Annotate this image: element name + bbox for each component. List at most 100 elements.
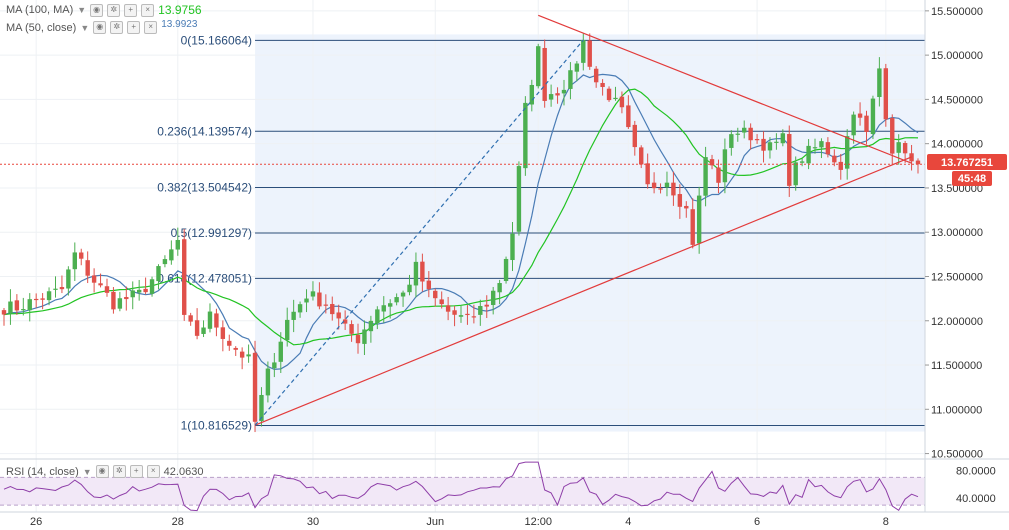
y-tick-label: 10.500000 xyxy=(931,449,983,461)
y-tick-label: 15.500000 xyxy=(931,6,983,18)
legend-ma100[interactable]: MA (100, MA) ▼ ◉ ✲ + × 13.9756 xyxy=(6,3,202,17)
x-tick-label: 12:00 xyxy=(524,516,552,528)
candle-body xyxy=(523,102,528,169)
candle-body xyxy=(91,275,97,283)
gear-icon[interactable]: ✲ xyxy=(110,21,124,34)
candle-body xyxy=(297,304,303,313)
legend-ma50-label: MA (50, close) xyxy=(6,21,77,34)
candle-body xyxy=(748,127,753,141)
candle-body xyxy=(658,188,663,190)
fibonacci-levels[interactable]: 0(15.166064) 0.236(14.139574) 0.382(13.504… xyxy=(157,33,925,433)
x-tick-label: 4 xyxy=(625,516,631,528)
close-icon[interactable]: × xyxy=(141,3,155,17)
candle-body xyxy=(465,313,470,316)
candle-body xyxy=(787,133,792,186)
candle-body xyxy=(368,320,374,332)
legend-rsi[interactable]: RSI (14, close) ▼ ◉ ✲ + × 42.0630 xyxy=(6,465,203,478)
chevron-down-icon[interactable]: ▼ xyxy=(82,466,92,477)
candle-body xyxy=(696,195,702,244)
candle-body xyxy=(349,324,354,334)
candle-body xyxy=(651,182,657,189)
candle-body xyxy=(8,301,13,313)
trendlines[interactable] xyxy=(254,14,912,426)
candle-body xyxy=(143,288,148,293)
candle-body xyxy=(426,280,432,290)
candle-body xyxy=(66,269,71,289)
candle-body xyxy=(188,315,193,322)
trendline-lower[interactable] xyxy=(254,156,912,426)
trendline-fib-diagonal[interactable] xyxy=(254,39,584,426)
chevron-down-icon[interactable]: ▼ xyxy=(80,22,90,33)
plus-icon[interactable]: + xyxy=(124,3,138,17)
fib-level-label: 0.236(14.139574) xyxy=(157,124,252,138)
trendline-upper[interactable] xyxy=(538,14,912,164)
chevron-down-icon[interactable]: ▼ xyxy=(77,5,87,15)
candle-body xyxy=(72,252,78,270)
candle-body xyxy=(626,105,631,128)
candle-body xyxy=(722,149,728,183)
candle-body xyxy=(915,160,921,165)
candle-body xyxy=(780,133,786,144)
candle-body xyxy=(355,335,361,344)
candle-body xyxy=(130,290,135,298)
candle-body xyxy=(478,306,483,315)
legend-ma50[interactable]: MA (50, close) ▼ ◉ ✲ + × 13.9923 xyxy=(6,19,197,34)
candle-body xyxy=(568,70,573,89)
close-icon[interactable]: × xyxy=(146,465,160,478)
candle-body xyxy=(857,113,863,118)
candle-body xyxy=(529,84,535,105)
fib-level-label: 1(10.816529) xyxy=(181,419,252,433)
close-icon[interactable]: × xyxy=(144,21,158,34)
current-price-badge-text: 13.767251 xyxy=(941,157,993,169)
candle-body xyxy=(227,340,232,346)
candle-body xyxy=(516,166,522,232)
plus-icon[interactable]: + xyxy=(129,465,143,478)
candle-body xyxy=(323,304,329,306)
candle-body xyxy=(536,46,541,87)
current-price-badge xyxy=(927,154,1007,170)
candle-body xyxy=(14,300,20,311)
rsi-band-fill xyxy=(0,477,925,506)
candle-body xyxy=(21,309,26,311)
candle-body xyxy=(265,368,271,396)
eye-icon[interactable]: ◉ xyxy=(90,3,104,17)
candle-body xyxy=(742,127,747,133)
countdown-badge-text: 45:48 xyxy=(958,173,986,185)
candle-body xyxy=(381,305,386,312)
candle-body xyxy=(877,68,882,98)
candle-body xyxy=(413,261,419,286)
candle-body xyxy=(117,298,123,309)
candle-body xyxy=(606,88,612,101)
candle-body xyxy=(510,233,515,261)
candle-body xyxy=(735,133,740,135)
gear-icon[interactable]: ✲ xyxy=(107,3,121,17)
candle-body xyxy=(452,310,457,315)
time-axis[interactable]: 26 28 30 Jun 12:00 4 6 8 xyxy=(30,516,889,528)
candle-body xyxy=(613,97,618,100)
candle-body xyxy=(285,319,290,341)
candle-body xyxy=(484,304,489,307)
gear-icon[interactable]: ✲ xyxy=(112,465,126,478)
eye-icon[interactable]: ◉ xyxy=(95,465,109,478)
candle-body xyxy=(59,287,65,290)
fib-level-label: 0(15.166064) xyxy=(181,33,252,47)
candle-body xyxy=(902,143,908,154)
x-tick-label: 28 xyxy=(172,516,184,528)
candle-body xyxy=(767,142,773,151)
candle-body xyxy=(703,157,708,196)
candle-body xyxy=(890,118,895,154)
candle-body xyxy=(246,354,251,357)
eye-icon[interactable]: ◉ xyxy=(93,21,107,34)
candle-body xyxy=(716,167,721,183)
plus-icon[interactable]: + xyxy=(127,21,141,34)
candle-body xyxy=(471,316,477,318)
candle-body xyxy=(555,93,560,96)
candle-body xyxy=(394,297,399,303)
candle-body xyxy=(812,147,818,149)
ma100-line xyxy=(3,88,919,346)
candle-body xyxy=(111,291,116,310)
candle-body xyxy=(774,141,779,143)
price-axis[interactable]: 15.50000015.00000014.50000014.00000013.5… xyxy=(925,6,983,461)
